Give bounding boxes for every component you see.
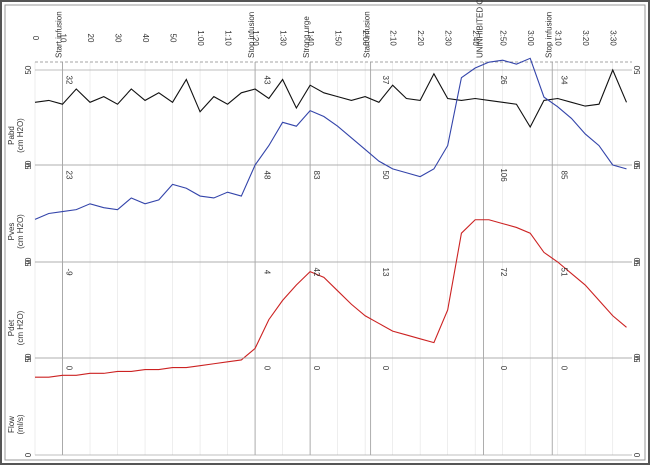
y-axis-label: Pabd bbox=[7, 126, 16, 145]
reading-label: 83 bbox=[312, 171, 321, 180]
reading-label: 0 bbox=[560, 366, 569, 371]
event-label: Stop infusion bbox=[544, 12, 553, 58]
y-axis-label: (cm H2O) bbox=[16, 310, 25, 345]
x-tick-label: 40 bbox=[141, 34, 150, 43]
reading-label: 48 bbox=[262, 171, 271, 180]
x-tick-label: 1:00 bbox=[196, 30, 205, 46]
y-tick-label-right: 0 bbox=[633, 259, 642, 264]
x-tick-label: 1:30 bbox=[278, 30, 287, 46]
y-tick-label-right: 50 bbox=[633, 65, 642, 74]
x-tick-label: 2:40 bbox=[471, 30, 480, 46]
x-tick-label: 2:20 bbox=[416, 30, 425, 46]
reading-label: 50 bbox=[381, 171, 390, 180]
reading-label: 4 bbox=[262, 270, 271, 275]
event-label: Start infusion bbox=[363, 11, 372, 58]
y-axis-label: Pdet bbox=[7, 319, 16, 336]
trace-line bbox=[34, 57, 627, 220]
y-tick-label: 50 bbox=[24, 160, 33, 169]
y-tick-label-right: 0 bbox=[633, 355, 642, 360]
reading-label: 43 bbox=[262, 76, 271, 85]
reading-label: 0 bbox=[312, 366, 321, 371]
reading-label: 42 bbox=[312, 268, 321, 277]
y-tick-label-right: 0 bbox=[633, 452, 642, 457]
x-tick-label: 2:50 bbox=[499, 30, 508, 46]
y-tick-label: 0 bbox=[24, 162, 33, 167]
x-tick-label: 1:40 bbox=[306, 30, 315, 46]
y-axis-label: (ml/s) bbox=[16, 414, 25, 434]
x-tick-label: 3:30 bbox=[609, 30, 618, 46]
reading-label: 23 bbox=[64, 171, 73, 180]
reading-label: 51 bbox=[560, 268, 569, 277]
reading-label: 26 bbox=[499, 76, 508, 85]
event-label: Stop infusion bbox=[247, 12, 256, 58]
x-tick-label: 1:10 bbox=[223, 30, 232, 46]
reading-label: 0 bbox=[262, 366, 271, 371]
event-label: UNINHIBITED C bbox=[476, 0, 485, 58]
x-tick-label: 20 bbox=[86, 34, 95, 43]
x-tick-label: 2:10 bbox=[389, 30, 398, 46]
y-tick-label: 0 bbox=[24, 355, 33, 360]
y-tick-label: 0 bbox=[24, 259, 33, 264]
x-tick-label: 3:10 bbox=[554, 30, 563, 46]
inner-frame bbox=[4, 4, 646, 461]
x-tick-label: 1:20 bbox=[251, 30, 260, 46]
x-tick-label: 0 bbox=[31, 36, 40, 41]
event-label: Strong urge bbox=[302, 16, 311, 58]
y-tick-label: 50 bbox=[24, 65, 33, 74]
y-axis-label: Flow bbox=[7, 416, 16, 433]
event-label: Start infusion bbox=[55, 11, 64, 58]
reading-label: 32 bbox=[64, 76, 73, 85]
y-tick-label: 50 bbox=[24, 257, 33, 266]
reading-label: 85 bbox=[560, 171, 569, 180]
reading-label: -9 bbox=[64, 268, 73, 276]
x-tick-label: 1:50 bbox=[334, 30, 343, 46]
reading-label: 0 bbox=[381, 366, 390, 371]
reading-label: 0 bbox=[64, 366, 73, 371]
trace-line bbox=[35, 219, 627, 378]
y-tick-label-right: 50 bbox=[633, 160, 642, 169]
reading-label: 72 bbox=[499, 268, 508, 277]
x-tick-label: 2:30 bbox=[444, 30, 453, 46]
y-axis-label: (cm H2O) bbox=[16, 118, 25, 153]
reading-label: 13 bbox=[381, 268, 390, 277]
y-axis-label: (cm H2O) bbox=[16, 214, 25, 249]
reading-label: 34 bbox=[560, 76, 569, 85]
x-tick-label: 10 bbox=[58, 34, 67, 43]
reading-label: 37 bbox=[381, 76, 390, 85]
x-tick-label: 2:00 bbox=[361, 30, 370, 46]
x-tick-label: 3:20 bbox=[581, 30, 590, 46]
x-tick-label: 3:00 bbox=[526, 30, 535, 46]
trace-line bbox=[34, 68, 628, 129]
y-tick-label: 0 bbox=[24, 452, 33, 457]
y-tick-label: 50 bbox=[24, 353, 33, 362]
y-tick-label-right: 50 bbox=[633, 257, 642, 266]
x-tick-label: 30 bbox=[113, 34, 122, 43]
reading-label: 106 bbox=[499, 168, 508, 182]
x-tick-label: 50 bbox=[168, 34, 177, 43]
y-axis-label: Pves bbox=[7, 223, 16, 241]
reading-label: 0 bbox=[499, 366, 508, 371]
y-tick-label-right: 50 bbox=[633, 353, 642, 362]
y-tick-label-right: 0 bbox=[633, 162, 642, 167]
